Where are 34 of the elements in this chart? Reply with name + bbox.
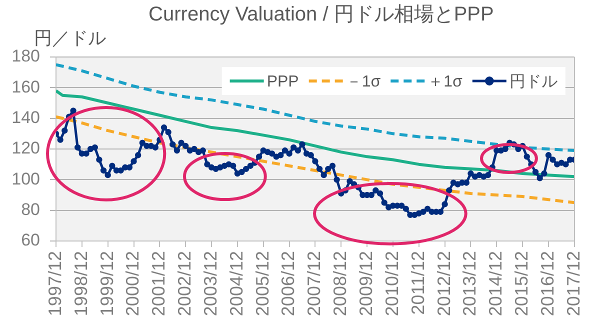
x-tick-label: 2004/12: [226, 251, 246, 316]
x-tick-label: 2000/12: [122, 251, 143, 316]
x-tick-label: 2006/12: [278, 251, 298, 316]
y-tick-label: 140: [12, 108, 40, 128]
y-tick-label: 60: [21, 230, 40, 250]
x-tick-label: 2011/12: [408, 251, 428, 315]
legend-label: 円ドル: [509, 73, 558, 90]
y-axis-title: 円／ドル: [34, 28, 106, 48]
y-tick-label: 160: [12, 77, 40, 96]
x-tick-label: 1999/12: [96, 251, 117, 316]
legend-label: PPP: [266, 73, 299, 90]
x-tick-label: 2013/12: [460, 251, 480, 316]
x-tick-label: 1997/12: [44, 251, 65, 316]
x-tick-label: 2014/12: [486, 251, 506, 316]
x-tick-label: 2017/12: [563, 251, 584, 316]
x-tick-label: 2012/12: [434, 251, 454, 316]
x-tick-label: 2003/12: [200, 251, 220, 316]
y-tick-label: 180: [12, 46, 40, 66]
x-tick-label: 2001/12: [148, 251, 169, 316]
x-tick-label: 2002/12: [174, 251, 195, 316]
x-tick-label: 1998/12: [70, 251, 91, 316]
x-tick-label: 2007/12: [304, 251, 324, 316]
chart-title: Currency Valuation / 円ドル相場とPPP: [148, 4, 494, 26]
legend-label: －1σ: [346, 73, 381, 90]
x-tick-label: 2010/12: [382, 251, 402, 316]
x-tick-label: 2015/12: [512, 251, 532, 316]
legend-label: ＋1σ: [428, 73, 463, 90]
x-tick-label: 2016/12: [537, 251, 558, 316]
y-tick-label: 80: [21, 200, 40, 220]
x-tick-label: 2009/12: [356, 251, 376, 316]
y-tick-label: 120: [12, 138, 40, 158]
x-tick-label: 2005/12: [252, 251, 272, 316]
x-tick-label: 2008/12: [330, 251, 350, 316]
y-tick-label: 100: [12, 169, 40, 188]
